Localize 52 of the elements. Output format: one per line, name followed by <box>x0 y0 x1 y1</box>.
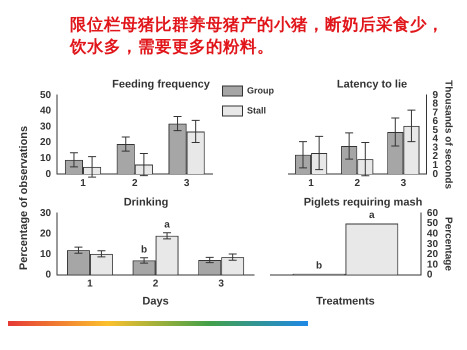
y-tick-label: 50 <box>40 90 52 101</box>
chart-title: Feeding frequency <box>112 78 211 91</box>
y-tick-label: 9 <box>432 90 438 101</box>
y-tick-label: 3 <box>432 142 438 154</box>
y-tick-label: 2 <box>432 151 438 162</box>
y-tick-label: 1 <box>432 160 438 171</box>
y-tick-label: 10 <box>40 249 52 260</box>
legend-label: Group <box>247 85 274 96</box>
y-tick-label: 20 <box>40 228 52 240</box>
y-tick-label: 0 <box>426 270 433 281</box>
chart-title: Latency to lie <box>336 78 408 91</box>
y-tick-label: 40 <box>40 106 52 117</box>
y-tick-label: 0 <box>46 168 52 180</box>
x-tick-label: 2 <box>354 178 360 189</box>
y-tick-label: 30 <box>426 238 438 250</box>
text: 限位栏母猪比群养母猪产的小猪，断奶后采食少，饮水多，需要更多的粉料。 <box>70 14 445 58</box>
y-tick-label: 4 <box>432 134 438 145</box>
y-tick-label: 20 <box>40 137 52 148</box>
legend-label: Stall <box>247 105 266 116</box>
annotation: a <box>369 210 376 222</box>
annotation: a <box>164 219 170 230</box>
y-tick-label: 6 <box>432 116 438 128</box>
x-tick-label: 3 <box>218 278 224 290</box>
y-tick-label: 0 <box>432 168 438 180</box>
x-axis-title: Days <box>142 295 169 308</box>
y-tick-label: 8 <box>432 98 438 110</box>
chart-title: Drinking <box>124 196 168 209</box>
y-tick-label: 5 <box>432 124 438 136</box>
x-tick-label: 3 <box>184 178 190 189</box>
y-tick-label: 30 <box>40 208 52 219</box>
x-tick-label: 3 <box>400 178 407 189</box>
x-tick-label: 2 <box>132 178 138 189</box>
x-tick-label: 1 <box>308 178 314 189</box>
y-tick-label: 30 <box>40 121 52 132</box>
y-tick-label: 40 <box>426 228 438 240</box>
chart-title: Piglets requiring mash <box>304 196 423 209</box>
y-tick-label: 60 <box>426 208 438 219</box>
annotation: b <box>141 244 148 256</box>
y-axis-title: Percentage of observations <box>17 124 31 272</box>
y-tick-label: 10 <box>40 152 52 164</box>
y-tick-label: 10 <box>426 259 438 270</box>
x-tick-label: 1 <box>87 278 94 290</box>
y-axis-title: Thousands of seconds <box>442 80 454 190</box>
y-tick-label: 50 <box>426 218 438 230</box>
annotation: b <box>316 260 322 272</box>
x-tick-label: 2 <box>152 278 159 290</box>
y-axis-title: Percentage <box>442 217 454 272</box>
y-tick-label: 20 <box>426 249 438 260</box>
x-axis-title: Treatments <box>316 295 375 308</box>
y-tick-label: 0 <box>46 270 52 281</box>
y-tick-label: 7 <box>432 107 438 118</box>
x-tick-label: 1 <box>80 178 86 189</box>
